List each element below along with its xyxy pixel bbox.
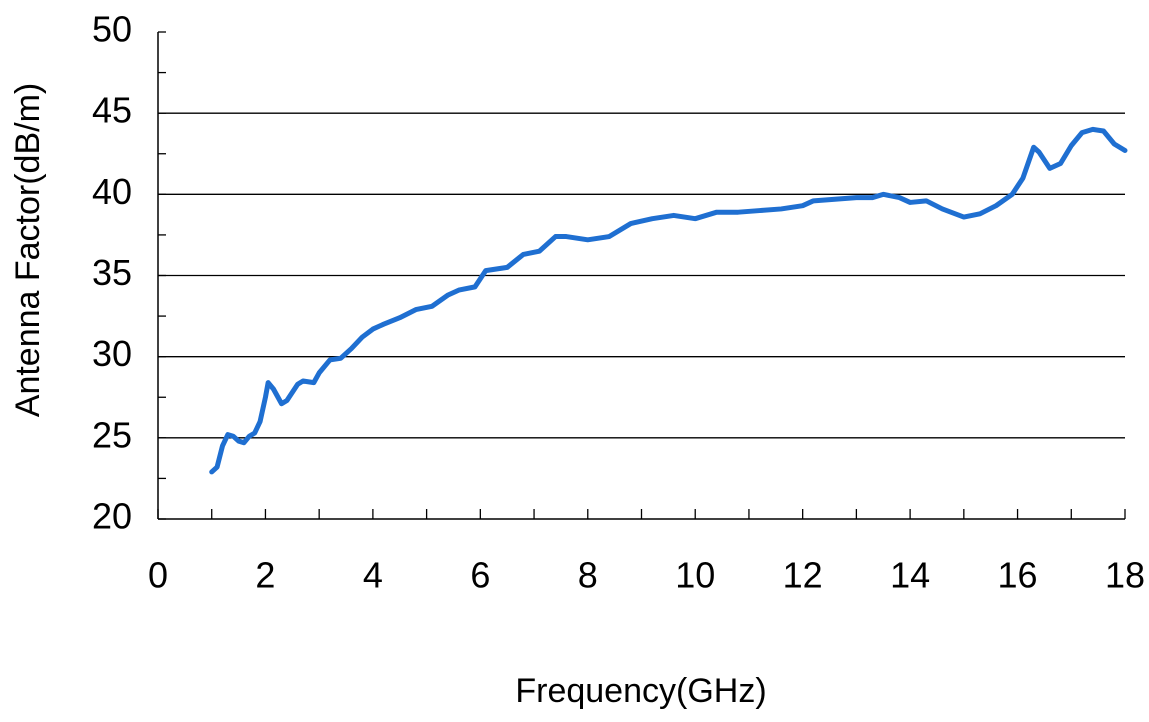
x-tick-label: 16	[998, 555, 1038, 596]
y-axis-title: Antenna Factor(dB/m)	[9, 83, 47, 417]
x-tick-label: 0	[148, 555, 168, 596]
x-tick-label: 10	[675, 555, 715, 596]
y-tick-label: 40	[92, 171, 132, 212]
x-axis-title: Frequency(GHz)	[515, 672, 766, 710]
x-tick-label: 14	[890, 555, 930, 596]
x-tick-label: 2	[255, 555, 275, 596]
y-tick-label: 50	[92, 9, 132, 50]
y-tick-label: 45	[92, 90, 132, 131]
x-tick-label: 6	[470, 555, 490, 596]
y-tick-label: 35	[92, 252, 132, 293]
x-tick-label: 12	[783, 555, 823, 596]
data-line	[209, 126, 1128, 475]
x-tick-label: 18	[1105, 555, 1145, 596]
x-tick-label: 8	[578, 555, 598, 596]
y-tick-label: 30	[92, 333, 132, 374]
y-tick-label: 25	[92, 414, 132, 455]
x-tick-label: 4	[363, 555, 383, 596]
y-tick-label: 20	[92, 496, 132, 537]
